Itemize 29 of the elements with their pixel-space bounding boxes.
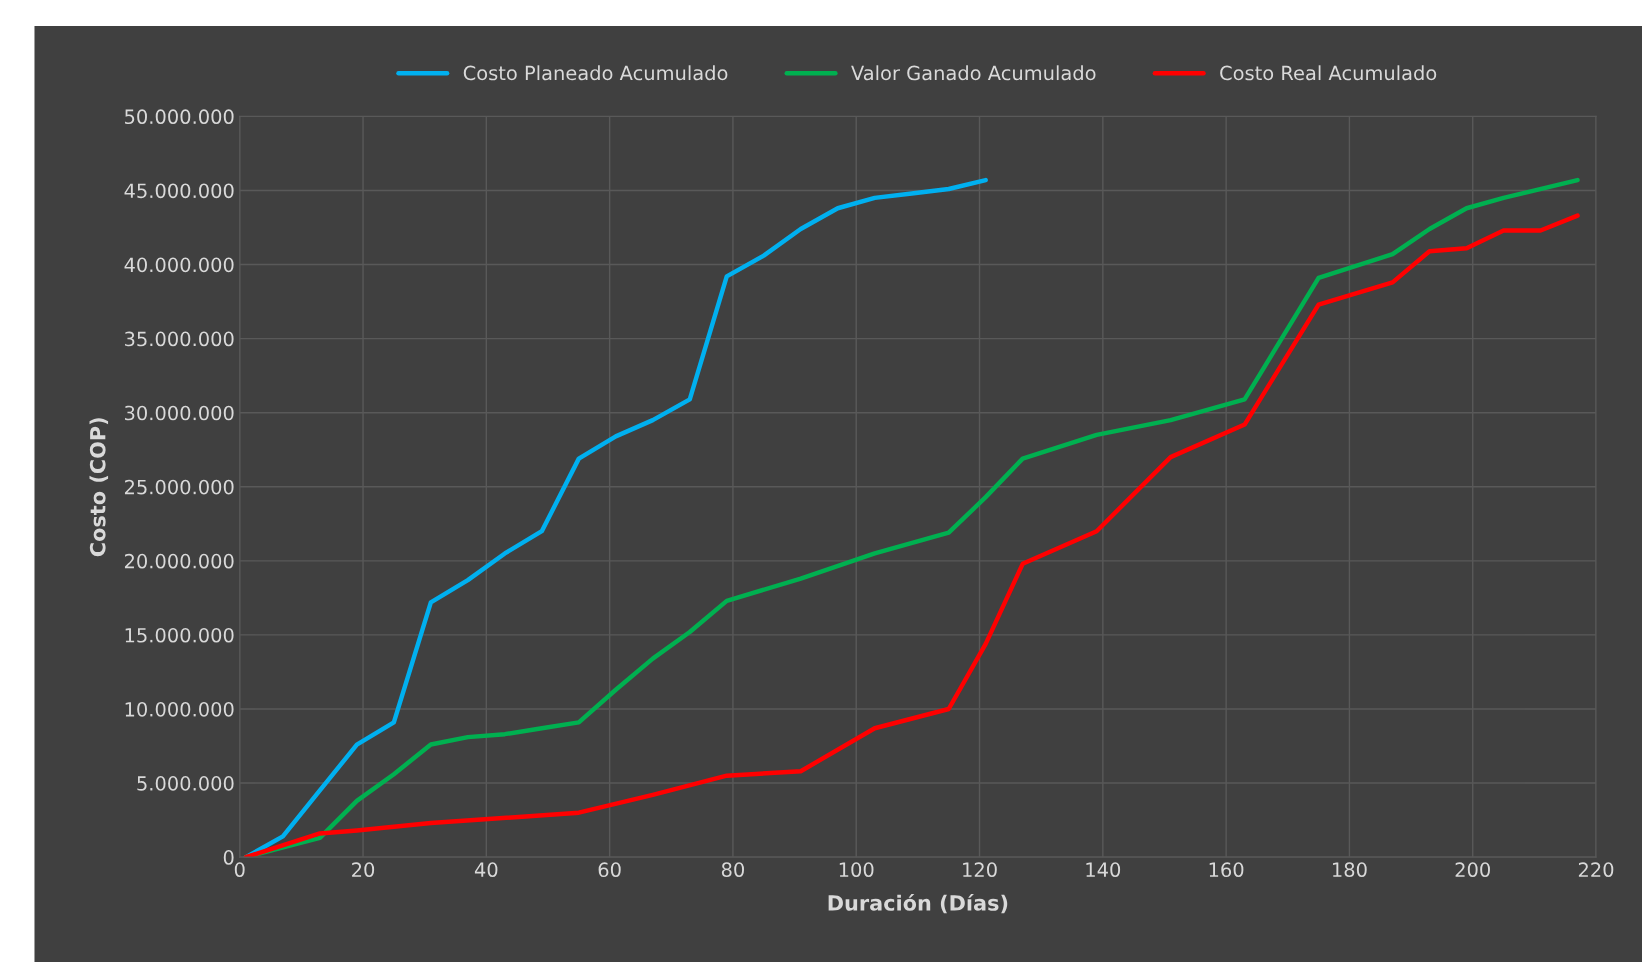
y-tick-label: 10.000.000	[125, 701, 234, 717]
x-tick-label: 100	[839, 862, 874, 878]
x-tick-label: 180	[1333, 862, 1367, 878]
x-tick-label: 40	[474, 862, 498, 878]
y-axis-title: Costo (COP)	[89, 418, 109, 557]
x-tick-label: 0	[234, 862, 245, 878]
x-tick-label: 60	[598, 862, 621, 878]
line-series	[243, 177, 988, 858]
x-axis-title: Duración (Días)	[828, 893, 1008, 914]
y-tick-label: 45.000.000	[124, 183, 234, 199]
y-tick-label: 15.000.000	[125, 627, 234, 643]
x-tick-label: 20	[352, 862, 375, 878]
y-tick-label: 35.000.000	[125, 331, 234, 347]
y-tick-label: 25.000.000	[124, 479, 234, 495]
y-tick-label: 50.000.000	[125, 109, 234, 125]
legend-label: Valor Ganado Acumulado	[851, 65, 1096, 81]
y-tick-label: 30.000.000	[125, 405, 234, 421]
y-tick-label: 20.000.000	[124, 553, 234, 569]
y-tick-label: 5.000.000	[137, 776, 234, 791]
legend-label: Costo Real Acumulado	[1220, 65, 1437, 81]
x-tick-label: 80	[721, 862, 745, 878]
legend-label: Costo Planeado Acumulado	[463, 65, 728, 81]
x-tick-label: 200	[1455, 862, 1490, 878]
y-tick-label: 0	[223, 850, 234, 865]
x-tick-label: 220	[1578, 862, 1614, 878]
x-tick-label: 140	[1086, 862, 1121, 878]
y-tick-label: 40.000.000	[124, 257, 234, 273]
x-tick-label: 160	[1209, 862, 1244, 878]
x-tick-label: 120	[963, 862, 997, 878]
